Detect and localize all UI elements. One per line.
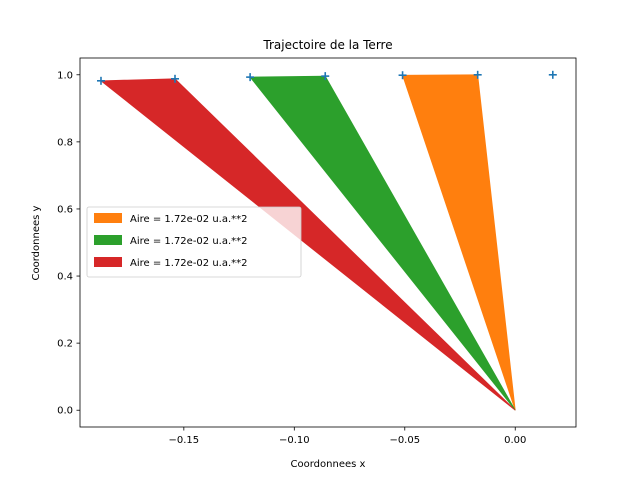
y-tick-label: 0.2 <box>57 339 73 350</box>
legend-label: Aire = 1.72e-02 u.a.**2 <box>130 236 248 247</box>
trajectory-point-6 <box>473 70 482 79</box>
legend-swatch <box>94 213 122 223</box>
y-tick-label: 0.4 <box>57 272 73 283</box>
x-tick-label: 0.00 <box>504 435 526 446</box>
legend-frame <box>86 206 302 278</box>
axes-frame <box>79 57 577 428</box>
y-tick-label: 0.6 <box>57 204 73 215</box>
legend: Aire = 1.72e-02 u.a.**2 Aire = 1.72e-02 u… <box>86 206 302 278</box>
area-wedge-3 <box>99 78 516 411</box>
trajectory-point-2 <box>171 74 180 83</box>
legend-label: Aire = 1.72e-02 u.a.**2 <box>130 214 248 225</box>
x-axis-label: Coordonnees x <box>291 459 366 470</box>
x-tick-label: −0.10 <box>279 435 310 446</box>
trajectory-point-4 <box>321 72 330 81</box>
ticks-layer: −0.15 −0.10 −0.05 0.00 0.0 0.2 0.4 0.6 0.8 1.0 <box>57 70 526 446</box>
plot-layer <box>96 70 557 411</box>
y-tick-label: 1.0 <box>57 70 73 81</box>
trajectory-point-7 <box>548 70 557 79</box>
x-tick-label: −0.15 <box>169 435 200 446</box>
legend-swatch <box>94 235 122 245</box>
trajectory-point-3 <box>246 73 255 82</box>
legend-label: Aire = 1.72e-02 u.a.**2 <box>130 258 248 269</box>
x-tick-label: −0.05 <box>389 435 420 446</box>
y-tick-label: 0.8 <box>57 137 73 148</box>
area-wedge-1 <box>402 74 516 411</box>
trajectory-point-1 <box>96 76 105 85</box>
legend-swatch <box>94 257 122 267</box>
y-tick-label: 0.0 <box>57 406 73 417</box>
trajectory-point-5 <box>398 71 407 80</box>
area-wedge-2 <box>249 75 516 411</box>
y-axis-label: Coordonnees y <box>31 205 42 280</box>
chart-title: Trajectoire de la Terre <box>262 38 392 52</box>
